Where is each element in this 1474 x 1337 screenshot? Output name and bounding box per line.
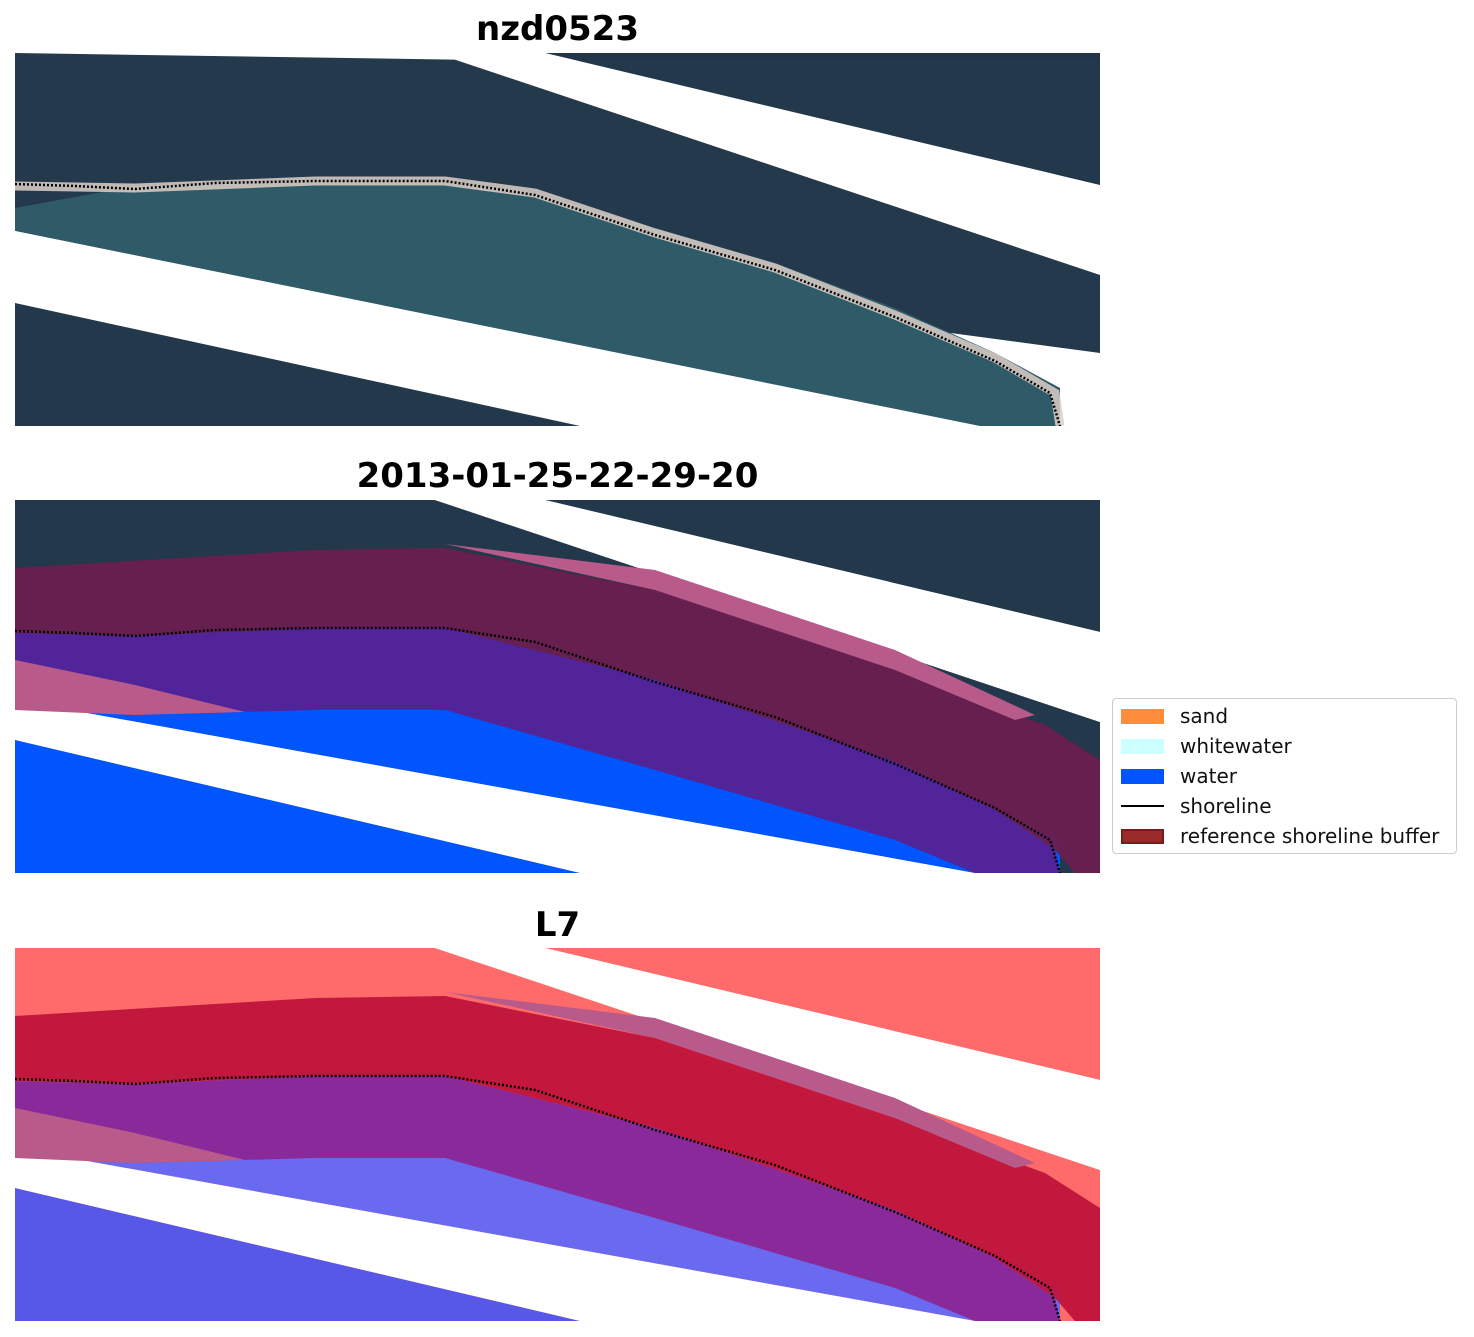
classified-image [15, 500, 1100, 873]
buffer-water-side [15, 628, 1060, 873]
shoreline-line [15, 626, 1062, 873]
shoreline-swatch [1121, 805, 1164, 807]
legend-label: sand [1180, 704, 1229, 728]
index-image [15, 948, 1100, 1321]
lagoon-water [15, 181, 1060, 426]
scan-gap-white-f [15, 291, 580, 426]
shoreline-line [15, 1074, 1062, 1321]
scan-gap-white-h [435, 53, 1100, 275]
index-buffer-purple [15, 1076, 1060, 1321]
buffer-pink-left [15, 660, 245, 715]
shoreline-line [15, 179, 1062, 426]
sand-swatch [1121, 709, 1164, 724]
legend-label: whitewater [1180, 734, 1292, 758]
whitewater-swatch [1121, 739, 1164, 754]
panel-title-index: L7 [534, 905, 581, 945]
scan-gap-lower [15, 700, 975, 873]
legend-item-shoreline: shoreline [1113, 791, 1456, 821]
panel-title-rgb: nzd0523 [476, 9, 639, 49]
legend-item-reference-buffer: reference shoreline buffer [1113, 821, 1456, 851]
legend-item-water: water [1113, 761, 1456, 791]
legend: sand whitewater water shoreline referenc… [1112, 698, 1457, 854]
index-image-panel [15, 948, 1100, 1321]
panel-title-classified: 2013-01-25-22-29-20 [356, 456, 759, 496]
reference-shoreline-buffer [15, 548, 1100, 873]
scan-gap-white-c [15, 208, 1100, 426]
rgb-satellite-image [15, 53, 1100, 426]
index-buffer-pink-left [15, 1108, 245, 1163]
classified-image-panel [15, 500, 1100, 873]
scan-gap-lower [15, 1148, 975, 1321]
rgb-image-panel [15, 53, 1100, 426]
legend-label: shoreline [1180, 794, 1272, 818]
legend-item-whitewater: whitewater [1113, 731, 1456, 761]
reference-buffer-swatch [1121, 829, 1164, 844]
legend-item-sand: sand [1113, 701, 1456, 731]
scan-gap-top [15, 53, 545, 61]
legend-label: reference shoreline buffer [1180, 824, 1440, 848]
legend-label: water [1180, 764, 1237, 788]
water-swatch [1121, 769, 1164, 784]
index-buffer-red [15, 996, 1100, 1321]
